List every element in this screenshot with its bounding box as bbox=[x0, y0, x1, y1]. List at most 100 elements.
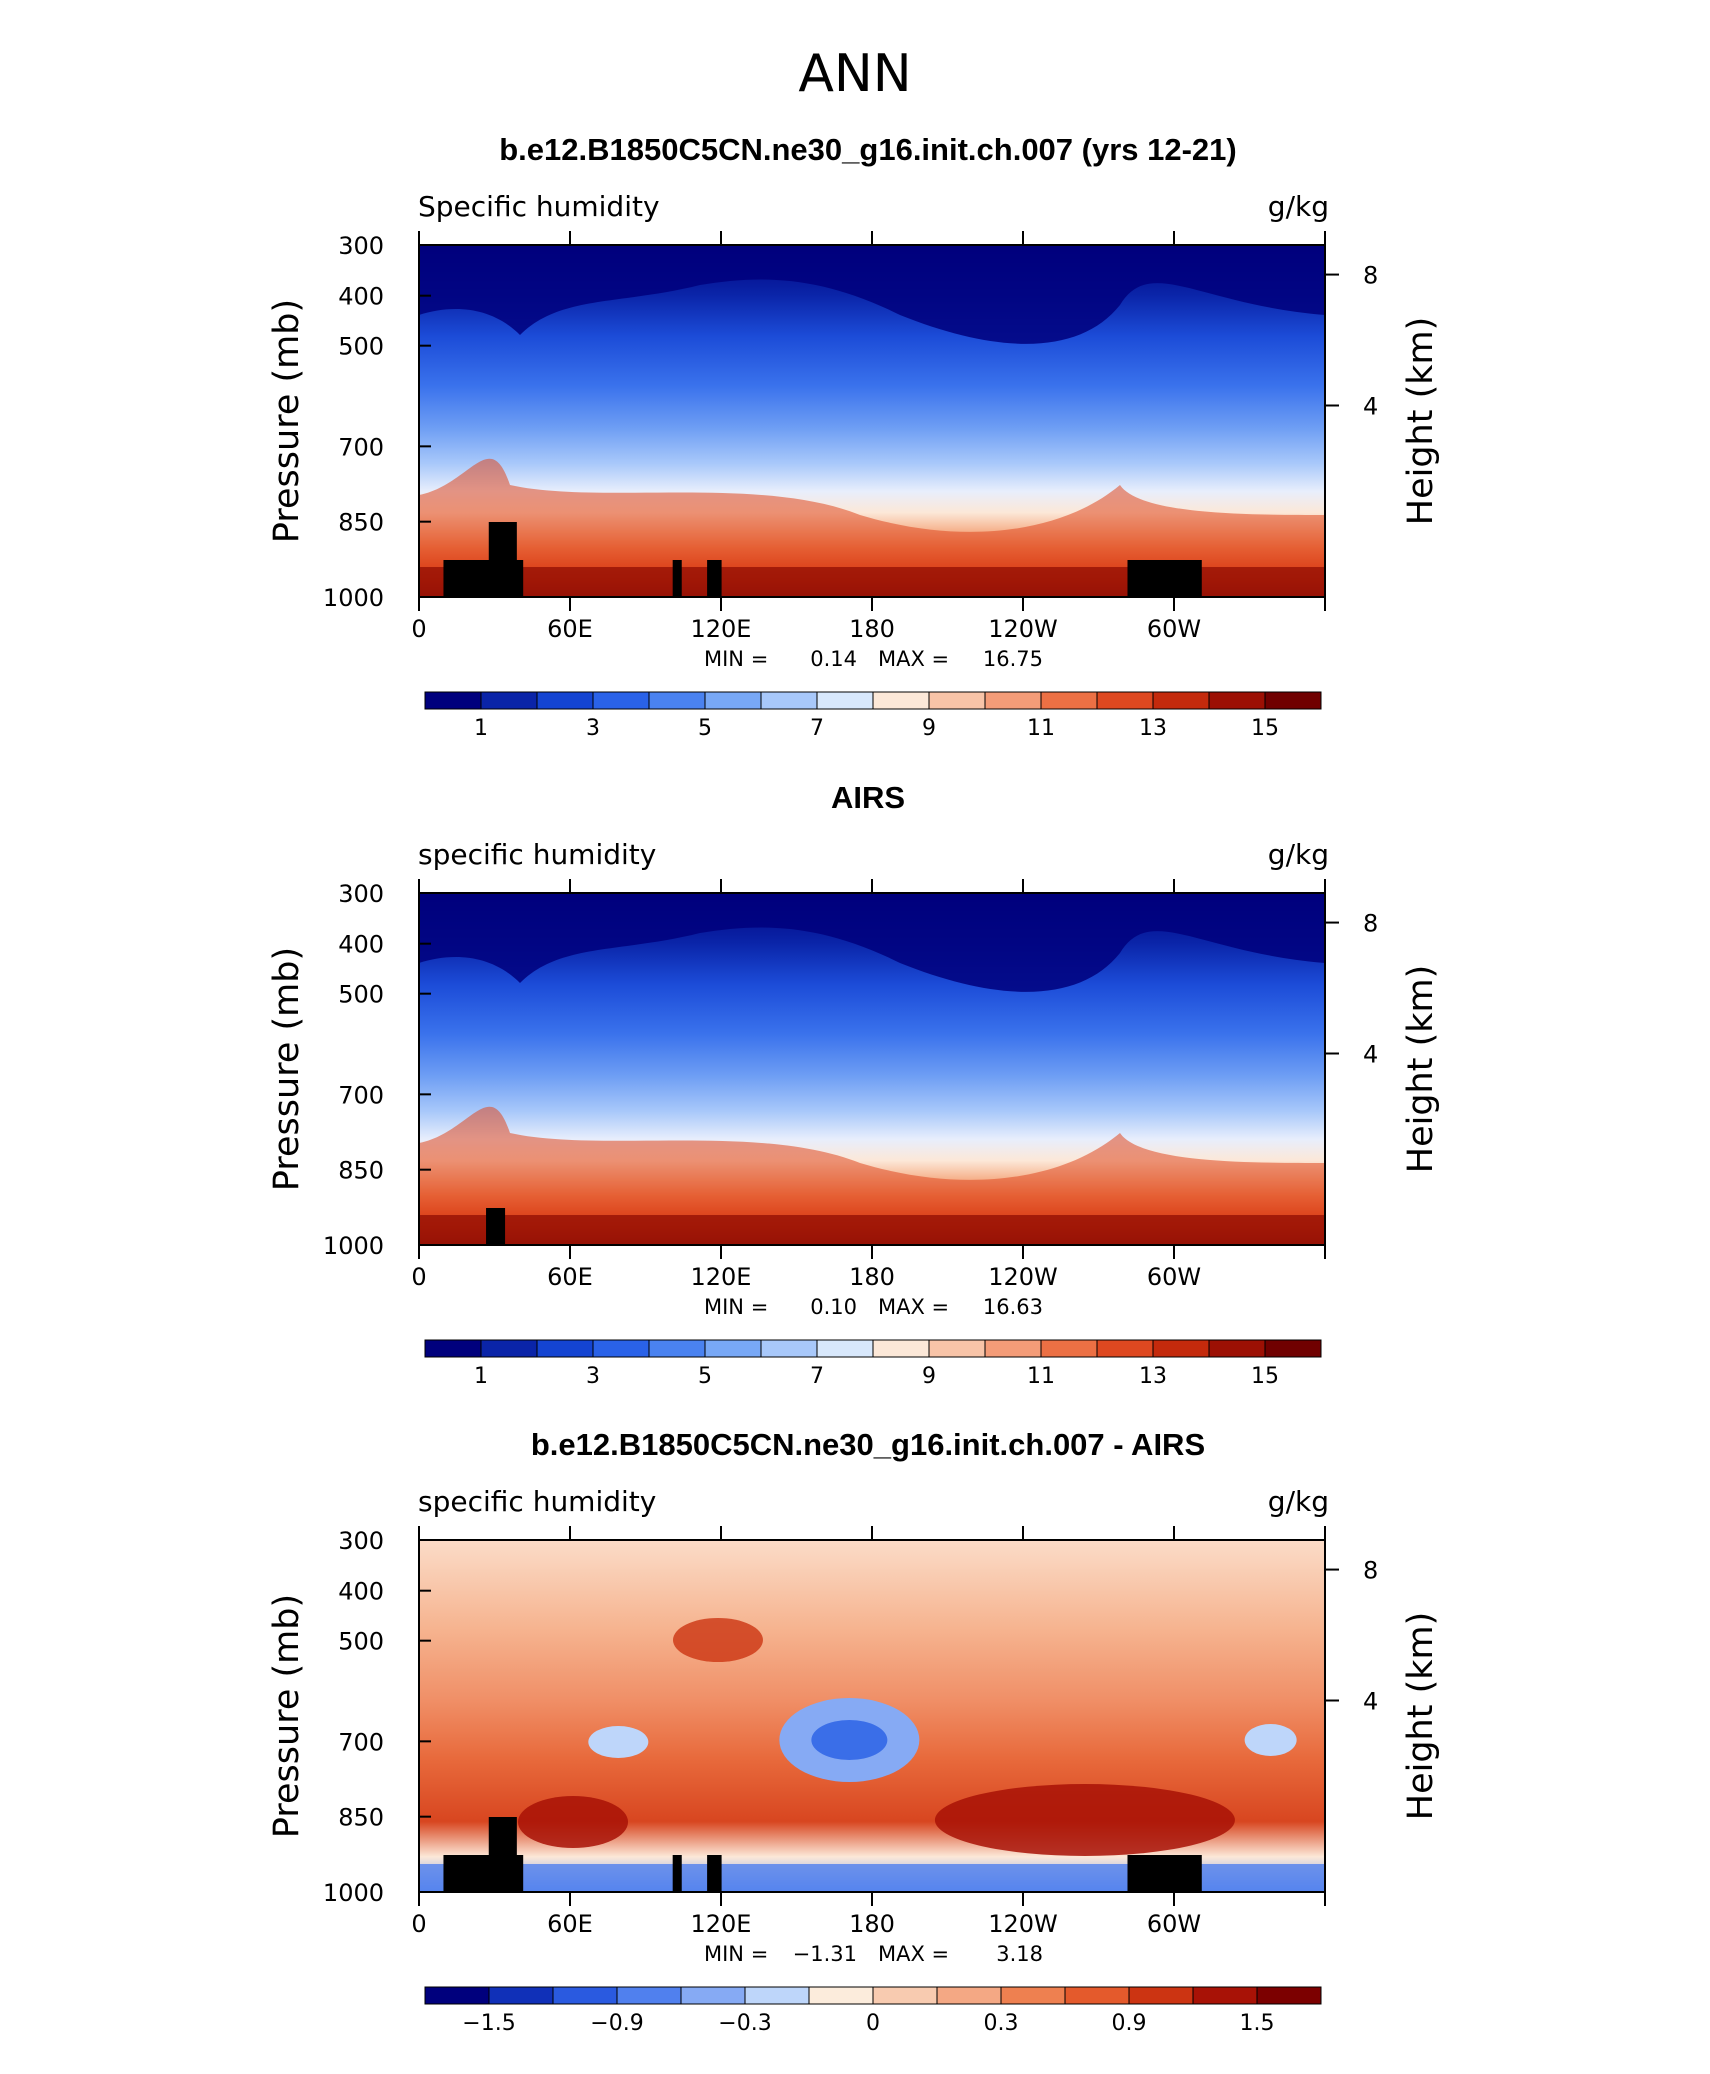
colorbar-swatch bbox=[704, 691, 762, 710]
colorbar-swatch bbox=[928, 691, 986, 710]
colorbar-swatch bbox=[1040, 1339, 1098, 1358]
x-tick-label: 60W bbox=[1147, 1910, 1201, 1938]
x-tick-label: 0 bbox=[411, 1263, 426, 1291]
max-label: MAX = bbox=[878, 647, 949, 671]
axes: 300 400 500 700 850 1000 8 4 0 60E 120E 180 120W 60W bbox=[323, 231, 1378, 643]
colorbar-label: −1.5 bbox=[462, 2011, 515, 2036]
terrain-mask bbox=[672, 560, 682, 597]
colorbar-swatch bbox=[760, 1339, 818, 1358]
min-value: 0.10 bbox=[810, 1295, 857, 1319]
colorbar-swatch bbox=[1096, 691, 1154, 710]
panel-title: b.e12.B1850C5CN.ne30_g16.init.ch.007 (yr… bbox=[499, 132, 1237, 167]
terrain-mask bbox=[488, 1817, 517, 1892]
field-label: Specific humidity bbox=[418, 190, 660, 223]
moist-layer bbox=[419, 458, 1325, 597]
colorbar-label: 15 bbox=[1251, 716, 1279, 741]
min-label: MIN = bbox=[704, 1295, 768, 1319]
y-axis-label: Pressure (mb) bbox=[267, 1594, 307, 1838]
colorbar-swatch bbox=[552, 1986, 618, 2005]
colorbar-label: 1.5 bbox=[1240, 2011, 1275, 2036]
colorbar-label: 7 bbox=[810, 716, 824, 741]
y-tick-label: 1000 bbox=[323, 1879, 384, 1907]
contour-field bbox=[419, 245, 1325, 597]
max-value: 3.18 bbox=[996, 1942, 1043, 1966]
y-tick-label: 500 bbox=[338, 333, 384, 361]
colorbar-swatch bbox=[704, 1339, 762, 1358]
min-max-stats: MIN = −1.31 MAX = 3.18 bbox=[704, 1942, 1043, 1966]
colorbar-swatch bbox=[680, 1986, 746, 2005]
colorbar-swatch bbox=[536, 1339, 594, 1358]
units-label: g/kg bbox=[1268, 190, 1329, 223]
colorbar-label: 15 bbox=[1251, 1364, 1279, 1389]
colorbar-label: 0.3 bbox=[984, 2011, 1019, 2036]
colorbar-swatch bbox=[616, 1986, 682, 2005]
positive-anomaly bbox=[672, 1618, 763, 1662]
panel-model: b.e12.B1850C5CN.ne30_g16.init.ch.007 (yr… bbox=[267, 132, 1441, 741]
colorbar-swatch bbox=[480, 1339, 538, 1358]
terrain-mask bbox=[486, 1208, 506, 1245]
terrain-mask bbox=[1127, 1855, 1202, 1892]
colorbar-label: −0.9 bbox=[590, 2011, 643, 2036]
max-label: MAX = bbox=[878, 1942, 949, 1966]
min-max-stats: MIN = 0.10 MAX = 16.63 bbox=[704, 1295, 1043, 1319]
colorbar-swatch bbox=[1040, 691, 1098, 710]
terrain-mask bbox=[1127, 560, 1202, 597]
units-label: g/kg bbox=[1268, 1485, 1329, 1518]
field-label: specific humidity bbox=[418, 838, 656, 871]
colorbar-swatch bbox=[424, 1339, 482, 1358]
colorbar-swatch bbox=[592, 1339, 650, 1358]
colorbar-label: 3 bbox=[586, 716, 600, 741]
x-tick-label: 0 bbox=[411, 1910, 426, 1938]
colorbar-swatch bbox=[872, 1339, 930, 1358]
colorbar-swatch bbox=[760, 691, 818, 710]
y-tick-label: 850 bbox=[338, 1804, 384, 1832]
negative-anomaly-core bbox=[811, 1720, 888, 1760]
y-tick-label: 500 bbox=[338, 981, 384, 1009]
x-tick-label: 180 bbox=[849, 1910, 895, 1938]
y-tick-label: 700 bbox=[338, 1728, 384, 1756]
colorbar: −1.5 −0.9 −0.3 0 0.3 0.9 1.5 bbox=[424, 1986, 1322, 2036]
colorbar-swatch bbox=[1264, 1339, 1322, 1358]
colorbar-swatch bbox=[424, 691, 482, 710]
x-tick-label: 180 bbox=[849, 1263, 895, 1291]
y-tick-label: 1000 bbox=[323, 584, 384, 612]
y-tick-label: 700 bbox=[338, 433, 384, 461]
terrain-mask bbox=[488, 522, 517, 597]
x-tick-label: 120E bbox=[691, 1910, 752, 1938]
panel-airs: AIRS specific humidity g/kg 300400500700… bbox=[267, 780, 1441, 1389]
x-tick-label: 120W bbox=[988, 1263, 1058, 1291]
min-label: MIN = bbox=[704, 1942, 768, 1966]
axes: 300 400 500 700 850 1000 8 4 0 60E 120E 180 120W 60W bbox=[323, 1526, 1378, 1938]
panel-difference: b.e12.B1850C5CN.ne30_g16.init.ch.007 - A… bbox=[267, 1427, 1441, 2036]
y2-tick-label: 4 bbox=[1363, 1041, 1378, 1069]
colorbar-label: 7 bbox=[810, 1364, 824, 1389]
y2-tick-label: 4 bbox=[1363, 1688, 1378, 1716]
colorbar-swatch bbox=[1256, 1986, 1322, 2005]
dry-layer bbox=[419, 245, 1325, 344]
colorbar-label: 11 bbox=[1027, 716, 1055, 741]
x-tick-label: 60W bbox=[1147, 615, 1201, 643]
colorbar-swatch bbox=[1208, 1339, 1266, 1358]
contour-field bbox=[419, 1540, 1325, 1892]
y2-tick-label: 8 bbox=[1363, 910, 1378, 938]
y-tick-label: 500 bbox=[338, 1628, 384, 1656]
colorbar-swatch bbox=[1096, 1339, 1154, 1358]
terrain-mask bbox=[707, 1855, 722, 1892]
colorbar: 1 3 5 7 9 11 13 15 bbox=[424, 691, 1322, 741]
colorbar-swatch bbox=[1208, 691, 1266, 710]
colorbar-swatch bbox=[1264, 691, 1322, 710]
colorbar-label: 0 bbox=[866, 2011, 880, 2036]
colorbar-swatch bbox=[648, 1339, 706, 1358]
colorbar-label: 0.9 bbox=[1112, 2011, 1147, 2036]
units-label: g/kg bbox=[1268, 838, 1329, 871]
colorbar-swatch bbox=[984, 1339, 1042, 1358]
min-value: −1.31 bbox=[793, 1942, 857, 1966]
terrain-mask bbox=[672, 1855, 682, 1892]
dry-layer bbox=[419, 893, 1325, 992]
colorbar-label: 13 bbox=[1139, 716, 1167, 741]
min-max-stats: MIN = 0.14 MAX = 16.75 bbox=[704, 647, 1043, 671]
x-tick-label: 120E bbox=[691, 1263, 752, 1291]
y-tick-label: 300 bbox=[338, 1527, 384, 1555]
colorbar-swatch bbox=[1128, 1986, 1194, 2005]
